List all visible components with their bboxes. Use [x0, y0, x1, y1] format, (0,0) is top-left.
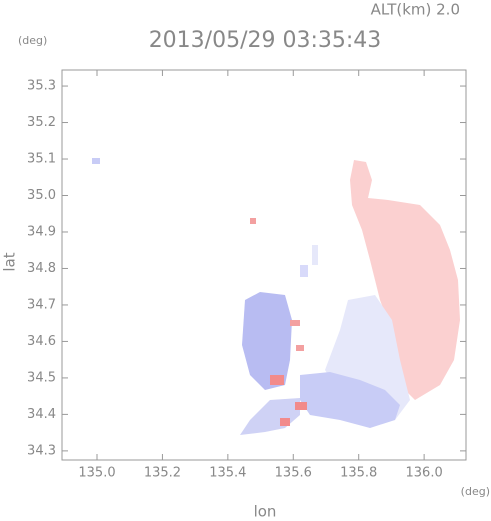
y-unit: (deg)	[18, 34, 47, 47]
altitude-label: ALT(km) 2.0	[371, 1, 460, 19]
plot-frame	[61, 69, 467, 461]
y-tick-label: 34.3	[27, 443, 56, 458]
y-axis-label: lat	[1, 252, 19, 271]
y-tick-label: 35.0	[27, 188, 56, 203]
x-axis-label: lon	[254, 503, 277, 521]
y-tick-label: 35.1	[27, 152, 56, 167]
chart-title: 2013/05/29 03:35:43	[149, 28, 382, 53]
x-tick-label: 135.8	[340, 466, 377, 481]
y-tick-label: 34.8	[27, 261, 56, 276]
x-tick-label: 135.4	[209, 466, 246, 481]
y-tick-label: 35.3	[27, 79, 56, 94]
x-tick-label: 135.0	[78, 466, 115, 481]
y-tick-label: 34.6	[27, 334, 56, 349]
radar-field	[92, 158, 460, 435]
y-tick-label: 34.4	[27, 407, 56, 422]
x-tick-label: 135.6	[275, 466, 312, 481]
y-tick-label: 34.5	[27, 370, 56, 385]
y-tick-label: 34.7	[27, 297, 56, 312]
y-tick-label: 35.2	[27, 115, 56, 130]
y-tick-label: 34.9	[27, 224, 56, 239]
x-tick-label: 135.2	[144, 466, 181, 481]
x-unit: (deg)	[461, 485, 490, 498]
x-tick-label: 136.0	[406, 466, 443, 481]
